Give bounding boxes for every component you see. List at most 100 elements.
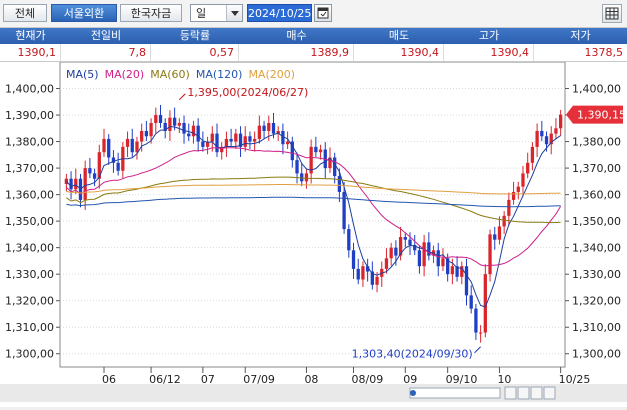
- candle-body: [333, 157, 337, 177]
- candle-body: [248, 136, 252, 142]
- ma-line-5: [66, 125, 561, 308]
- candle-body: [135, 141, 139, 153]
- zoom-in-button: [504, 386, 517, 400]
- period-value: 일: [196, 7, 207, 20]
- candle-body: [187, 133, 191, 137]
- calendar-button[interactable]: [314, 4, 332, 22]
- x-tick-label: 09: [403, 373, 417, 386]
- x-tick-label: 06/12: [149, 373, 181, 386]
- candle-body: [526, 162, 530, 174]
- period-select[interactable]: 일: [190, 4, 243, 22]
- candle-body: [97, 152, 101, 179]
- candle-body: [455, 266, 459, 277]
- candle-body: [140, 130, 144, 142]
- y-tick-label-left: 1,350,00: [5, 215, 54, 228]
- candle-body: [69, 178, 73, 190]
- candle-body: [361, 266, 365, 280]
- candle-body: [304, 173, 309, 182]
- y-tick-label-left: 1,310,00: [5, 321, 54, 334]
- x-tick-label: 10/25: [559, 373, 591, 386]
- candle-body: [516, 186, 520, 192]
- legend-entry: MA(5): [66, 68, 99, 81]
- y-tick-label-left: 1,340,00: [5, 242, 54, 255]
- date-input[interactable]: 2024/10/25: [247, 4, 312, 22]
- candle-body: [502, 215, 506, 227]
- y-tick-label-right: 1,300,00: [572, 348, 621, 361]
- candle-body: [413, 245, 417, 251]
- y-tick-label-left: 1,370,00: [5, 162, 54, 175]
- candle-body: [238, 133, 243, 147]
- candle-body: [215, 133, 219, 153]
- scroll-right-button: [543, 386, 556, 400]
- header-bid: 매수: [286, 29, 307, 42]
- candle-body: [243, 136, 247, 147]
- candle-body: [474, 308, 478, 333]
- ma-line-200: [66, 184, 561, 195]
- candle-body: [450, 266, 455, 275]
- tab-all[interactable]: 전체: [3, 4, 47, 22]
- candle-body: [464, 266, 469, 296]
- candle-body: [554, 128, 558, 134]
- y-tick-label-right: 1,400,00: [572, 83, 621, 96]
- header-low: 저가: [570, 29, 591, 42]
- candle-body: [220, 146, 224, 153]
- quote-header: 현재가 전일비 등락률 매수 매도 고가 저가: [0, 28, 627, 44]
- ma-line-20: [66, 147, 562, 267]
- candle-body: [262, 125, 266, 131]
- candle-body: [370, 271, 374, 285]
- candle-body: [337, 176, 342, 192]
- candle-body: [177, 123, 181, 126]
- chevron-down-icon[interactable]: [226, 5, 242, 21]
- candle-body: [398, 237, 403, 256]
- candle-body: [342, 191, 346, 230]
- candle-body: [205, 141, 210, 147]
- candle-body: [111, 157, 116, 163]
- candle-body: [328, 157, 332, 169]
- candle-body: [403, 237, 407, 240]
- legend-entry: MA(200): [248, 68, 295, 81]
- y-tick-label-left: 1,300,00: [5, 348, 54, 361]
- y-tick-label-right: 1,310,00: [572, 321, 621, 334]
- y-tick-label-right: 1,360,00: [572, 189, 621, 202]
- candle-body: [347, 229, 351, 251]
- calendar-icon: [317, 7, 329, 19]
- candle-body: [549, 133, 553, 145]
- candle-body: [271, 123, 276, 134]
- candle-body: [191, 125, 196, 137]
- value-change: 7,8: [61, 44, 151, 61]
- tab-seoul-fx[interactable]: 서울외환: [51, 4, 117, 22]
- y-tick-label-left: 1,320,00: [5, 295, 54, 308]
- last-price-label: 1,390,15: [577, 109, 626, 122]
- zoom-out-button: [517, 386, 530, 400]
- candle-body: [295, 160, 299, 174]
- candle-body: [521, 173, 525, 187]
- value-low: 1378,5: [584, 46, 624, 59]
- candle-body: [234, 133, 238, 142]
- price-chart[interactable]: 1,300,00 1,300,00 1,310,00 1,310,00 1,320,00…: [0, 61, 627, 407]
- tab-all-label: 전체: [14, 7, 36, 20]
- candle-body: [107, 138, 111, 158]
- candle-body: [544, 136, 549, 145]
- legend-entry: MA(120): [196, 68, 243, 81]
- candle-body: [497, 226, 502, 240]
- annotation-arrow: [474, 346, 481, 354]
- tab-korea-money[interactable]: 한국자금: [120, 4, 182, 22]
- quote-values: 1390,1 7,8 0,57 1389,9 1390,4 1390,4 137…: [0, 44, 627, 62]
- candle-body: [558, 114, 563, 129]
- candle-body: [441, 258, 445, 267]
- candle-body: [507, 199, 511, 216]
- x-tick-label: 08: [304, 373, 318, 386]
- tab-seoul-fx-label: 서울외환: [63, 7, 105, 20]
- candle-body: [314, 146, 318, 153]
- x-tick-label: 10: [497, 373, 511, 386]
- toolbar: 전체 서울외환 한국자금 일 2024/10/25: [0, 0, 627, 28]
- candle-body: [309, 146, 313, 174]
- candle-body: [276, 130, 280, 134]
- chart-area[interactable]: 1,300,00 1,300,00 1,310,00 1,310,00 1,320,00…: [0, 61, 627, 407]
- header-current: 현재가: [15, 29, 46, 42]
- grid-view-button[interactable]: [602, 4, 622, 23]
- candle-body: [535, 130, 539, 147]
- candle-body: [493, 234, 497, 240]
- candle-body: [253, 138, 257, 142]
- candle-body: [196, 125, 200, 142]
